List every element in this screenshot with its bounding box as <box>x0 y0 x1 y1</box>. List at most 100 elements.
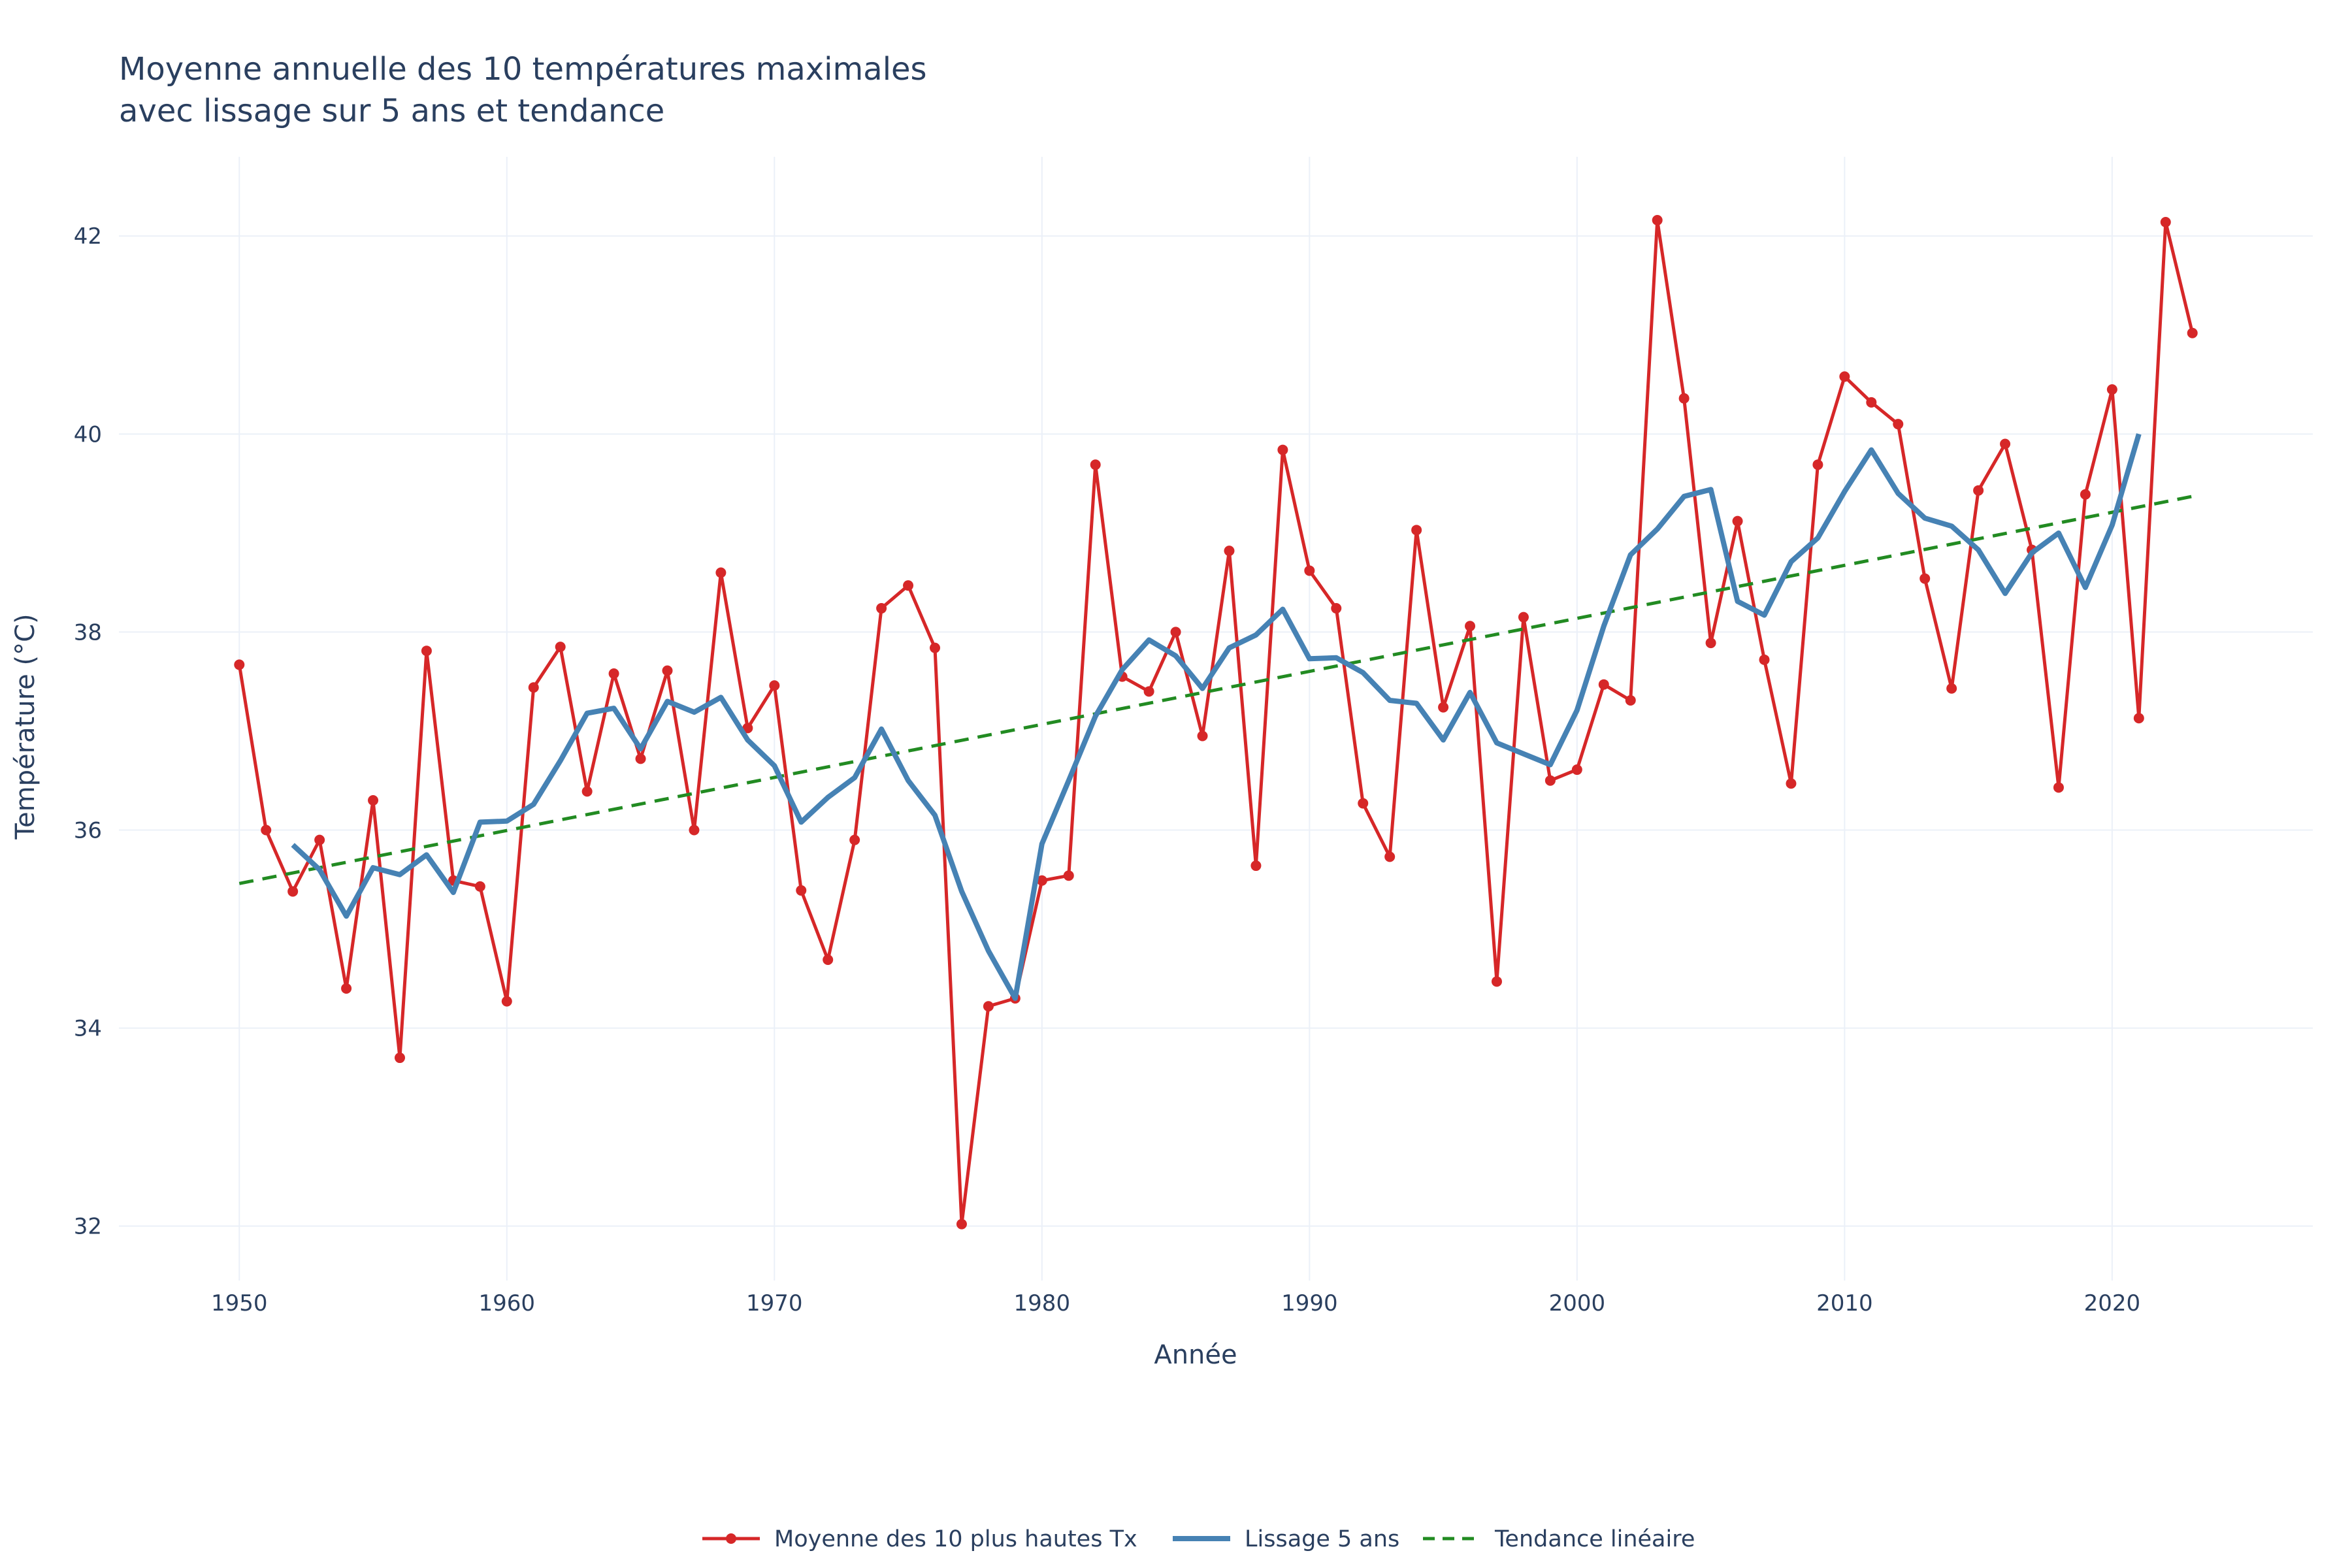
data-point[interactable] <box>715 567 727 578</box>
series-smooth-5y-line[interactable] <box>291 433 2142 1002</box>
x-tick-label: 1960 <box>479 1290 536 1316</box>
data-point[interactable] <box>1465 621 1476 632</box>
data-point[interactable] <box>796 885 807 896</box>
data-point[interactable] <box>1893 419 1904 430</box>
data-point[interactable] <box>341 983 352 994</box>
data-point[interactable] <box>1732 515 1743 527</box>
y-tick-label: 36 <box>74 817 102 843</box>
data-point[interactable] <box>1090 459 1101 470</box>
data-point[interactable] <box>474 881 485 892</box>
legend-item-series-trend[interactable]: Tendance linéaire <box>1423 1526 1695 1552</box>
data-point[interactable] <box>1197 730 1208 742</box>
legend-marker <box>726 1533 736 1544</box>
data-point[interactable] <box>2187 327 2198 338</box>
data-point[interactable] <box>1036 875 1047 886</box>
data-point[interactable] <box>1705 638 1716 649</box>
data-point[interactable] <box>1277 444 1288 455</box>
data-point[interactable] <box>1571 764 1582 776</box>
data-point[interactable] <box>1625 694 1636 706</box>
x-tick-label: 2000 <box>1549 1290 1606 1316</box>
data-point[interactable] <box>823 955 834 966</box>
data-point[interactable] <box>1358 798 1369 809</box>
data-point[interactable] <box>1839 371 1850 382</box>
data-point[interactable] <box>2160 217 2171 228</box>
data-point[interactable] <box>608 668 619 679</box>
data-point[interactable] <box>635 753 646 764</box>
data-point[interactable] <box>1544 775 1556 786</box>
data-point[interactable] <box>2053 782 2064 793</box>
legend-label: Moyenne des 10 plus hautes Tx <box>774 1526 1137 1552</box>
data-point[interactable] <box>421 645 432 657</box>
axis-layer: 1950 1960 1970 1980 1990 2000 2010 2020 32 34 36 38… <box>74 223 2140 1316</box>
data-point[interactable] <box>1063 870 1074 881</box>
data-point[interactable] <box>528 682 539 693</box>
series-tx-max-line[interactable] <box>237 218 2195 1226</box>
x-tick-label: 1990 <box>1281 1290 1338 1316</box>
legend-label: Lissage 5 ans <box>1245 1526 1399 1552</box>
chart-title-line-2: avec lissage sur 5 ans et tendance <box>119 93 665 129</box>
data-point[interactable] <box>1598 679 1609 690</box>
data-point[interactable] <box>1652 214 1663 225</box>
data-point[interactable] <box>1170 627 1181 638</box>
data-point[interactable] <box>314 834 325 845</box>
y-tick-label: 42 <box>74 223 102 250</box>
data-point[interactable] <box>1224 546 1235 557</box>
series-tx-max[interactable] <box>234 214 2198 1230</box>
series-layer[interactable] <box>234 214 2198 1230</box>
data-point[interactable] <box>1250 860 1262 872</box>
legend-item-series-smooth-5y[interactable]: Lissage 5 ans <box>1173 1526 1399 1552</box>
x-tick-label: 1980 <box>1014 1290 1071 1316</box>
data-point[interactable] <box>1973 485 1984 496</box>
series-trend-line[interactable] <box>238 495 2193 885</box>
data-point[interactable] <box>876 603 887 614</box>
data-point[interactable] <box>1304 565 1315 576</box>
data-point[interactable] <box>1866 397 1877 408</box>
x-tick-label: 2010 <box>1816 1290 1873 1316</box>
data-point[interactable] <box>2000 438 2011 449</box>
data-point[interactable] <box>769 680 780 691</box>
data-point[interactable] <box>2106 384 2117 395</box>
data-point[interactable] <box>1384 851 1396 862</box>
chart-title-line-1: Moyenne annuelle des 10 températures max… <box>119 51 927 88</box>
data-point[interactable] <box>261 825 272 836</box>
legend-item-series-tx-max[interactable]: Moyenne des 10 plus hautes Tx <box>702 1526 1137 1552</box>
data-point[interactable] <box>956 1218 967 1230</box>
data-point[interactable] <box>983 1001 994 1012</box>
grid-layer <box>119 157 2313 1281</box>
y-tick-label: 32 <box>74 1214 102 1240</box>
data-point[interactable] <box>581 786 593 797</box>
y-tick-label: 34 <box>74 1016 102 1042</box>
data-point[interactable] <box>234 659 245 670</box>
data-point[interactable] <box>1919 573 1931 584</box>
series-smooth-5y[interactable] <box>291 433 2142 1002</box>
data-point[interactable] <box>1331 603 1342 614</box>
data-point[interactable] <box>1518 612 1529 623</box>
data-point[interactable] <box>930 642 941 653</box>
data-point[interactable] <box>1759 654 1770 665</box>
data-point[interactable] <box>1946 683 1957 694</box>
data-point[interactable] <box>555 642 566 653</box>
series-trend[interactable] <box>238 495 2193 885</box>
data-point[interactable] <box>1812 459 1823 470</box>
chart-title: Moyenne annuelle des 10 températures max… <box>119 48 927 132</box>
data-point[interactable] <box>1438 702 1449 713</box>
data-point[interactable] <box>903 580 914 591</box>
data-point[interactable] <box>2133 713 2144 724</box>
data-point[interactable] <box>1411 525 1422 536</box>
data-point[interactable] <box>394 1053 405 1064</box>
data-point[interactable] <box>662 665 673 676</box>
legend[interactable]: Moyenne des 10 plus hautes Tx Lissage 5 a… <box>702 1526 1695 1552</box>
data-point[interactable] <box>689 825 700 836</box>
data-point[interactable] <box>368 795 379 806</box>
data-point[interactable] <box>742 723 753 734</box>
data-point[interactable] <box>849 834 860 845</box>
data-point[interactable] <box>1491 976 1502 987</box>
data-point[interactable] <box>287 886 299 897</box>
data-point[interactable] <box>2080 489 2091 500</box>
data-point[interactable] <box>1143 686 1154 697</box>
data-point[interactable] <box>1786 778 1797 789</box>
y-tick-label: 40 <box>74 421 102 448</box>
data-point[interactable] <box>1678 393 1690 404</box>
data-point[interactable] <box>501 996 512 1007</box>
